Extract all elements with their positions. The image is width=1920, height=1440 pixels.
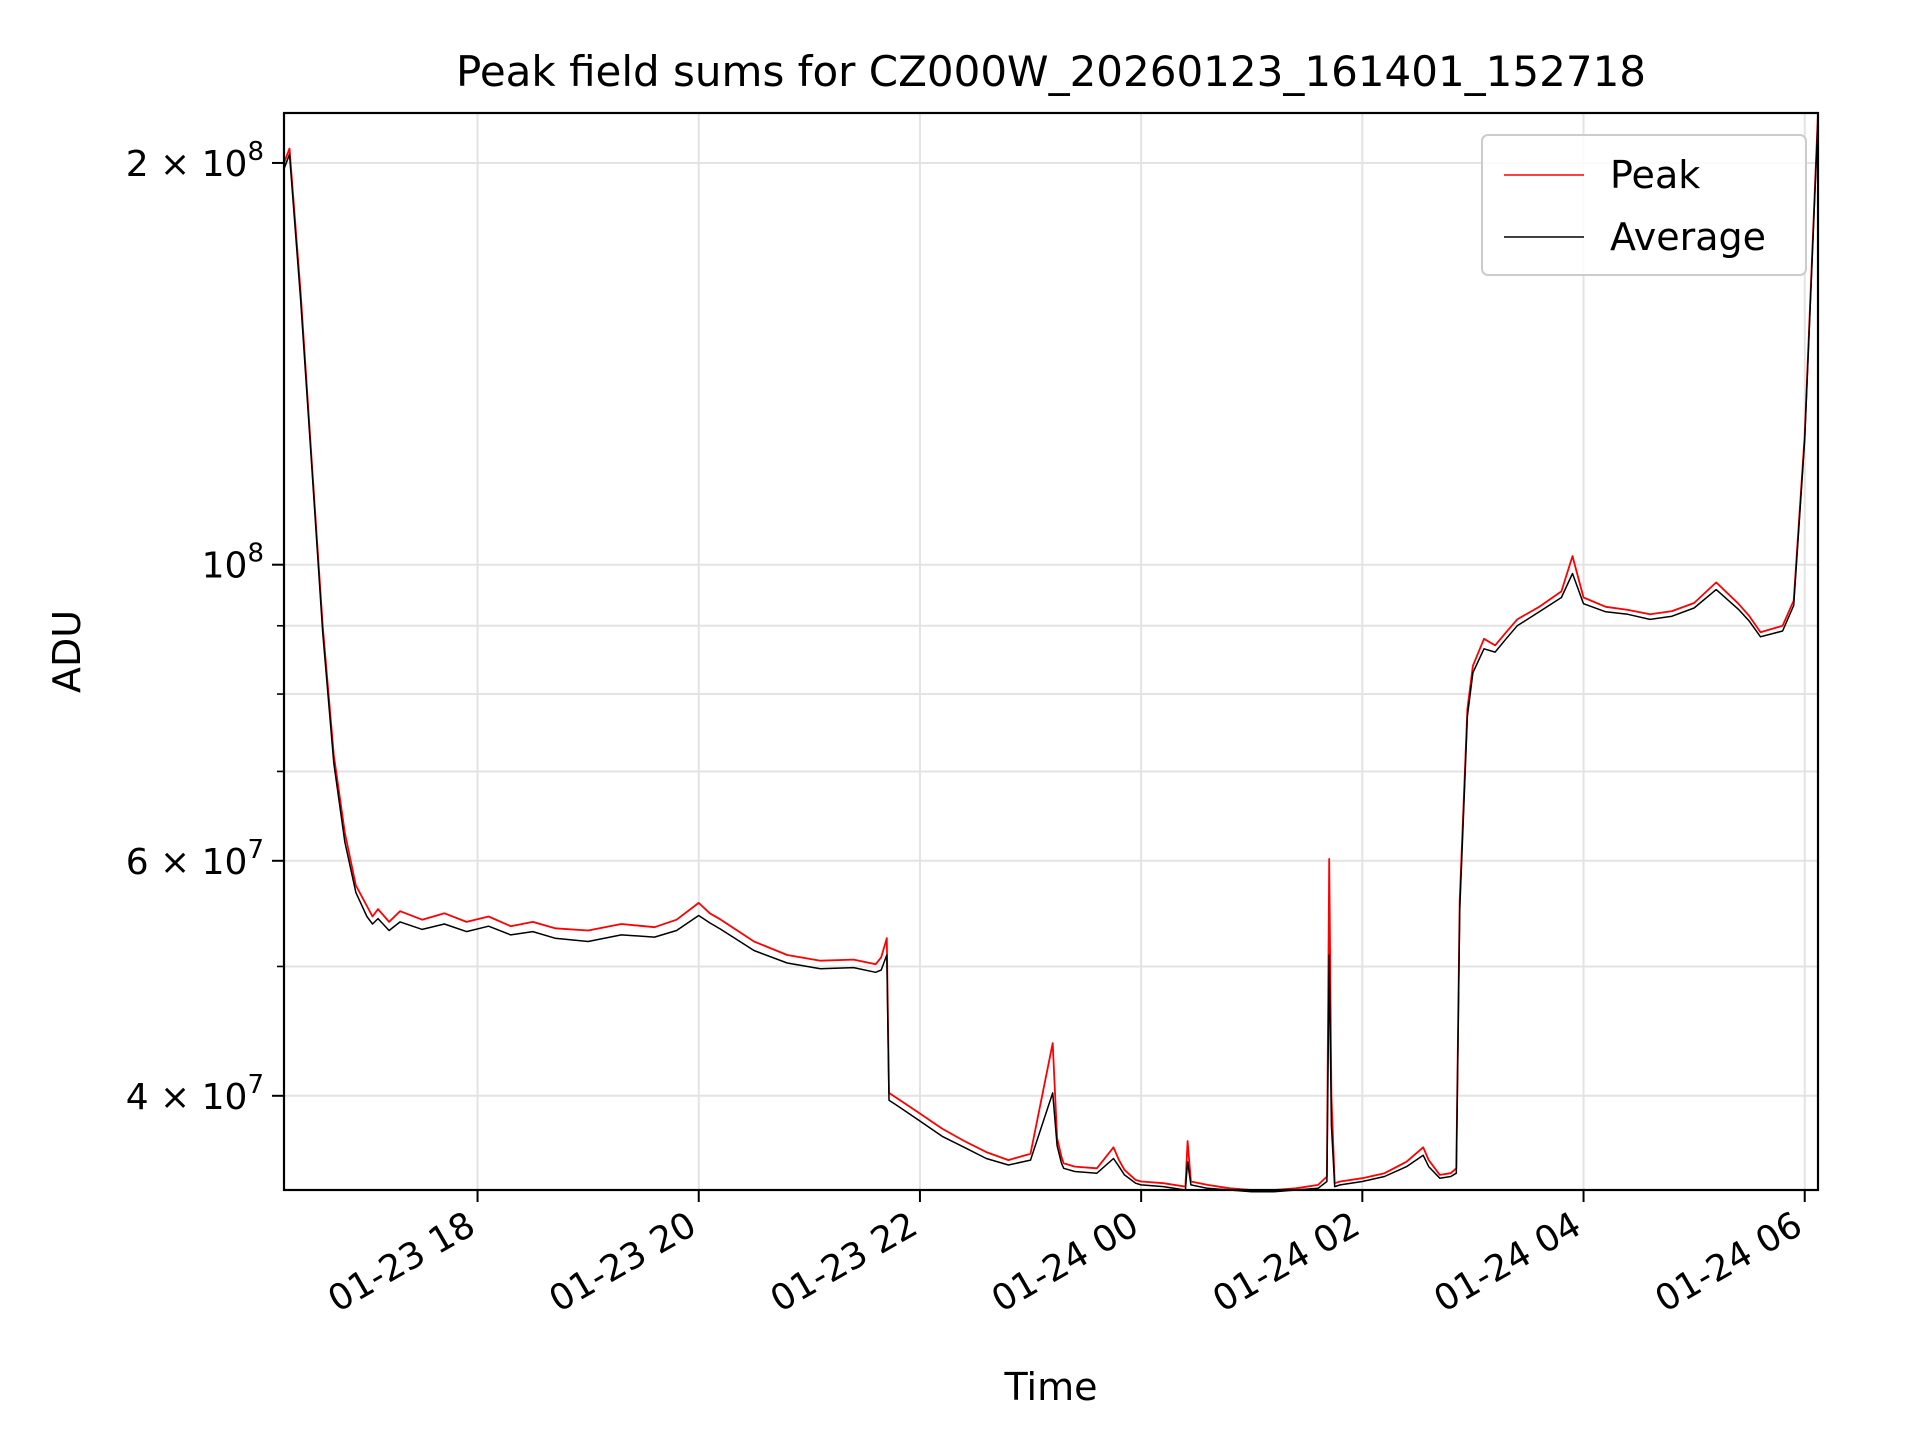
legend-label-peak: Peak xyxy=(1610,153,1700,197)
x-axis-label: Time xyxy=(1004,1365,1098,1409)
y-tick-label: 108 xyxy=(202,539,264,587)
y-tick-label-base: 10 xyxy=(202,546,248,587)
y-tick-label: 4 × 107 xyxy=(126,1070,264,1118)
y-tick-label-base: 2 × 10 xyxy=(126,144,248,185)
series-line-average xyxy=(283,118,1819,1193)
y-tick-label-base: 6 × 10 xyxy=(126,842,248,883)
legend-label-average: Average xyxy=(1610,215,1766,259)
legend-box xyxy=(1481,134,1807,276)
y-tick-label: 2 × 108 xyxy=(126,137,264,185)
y-axis-label: ADU xyxy=(45,610,89,693)
plot-lines xyxy=(283,112,1819,1193)
y-tick-label-exponent: 8 xyxy=(247,137,264,167)
series-line-peak xyxy=(283,112,1819,1191)
plot-frame xyxy=(282,111,1820,1192)
y-tick-label-base: 4 × 10 xyxy=(126,1077,248,1118)
y-tick-label-exponent: 8 xyxy=(247,539,264,569)
y-tick-label-exponent: 7 xyxy=(247,835,264,865)
legend: Peak Average xyxy=(1481,134,1807,276)
chart-title: Peak field sums for CZ000W_20260123_1614… xyxy=(456,47,1646,96)
y-tick-label: 6 × 107 xyxy=(126,835,264,883)
y-tick-label-exponent: 7 xyxy=(247,1070,264,1100)
